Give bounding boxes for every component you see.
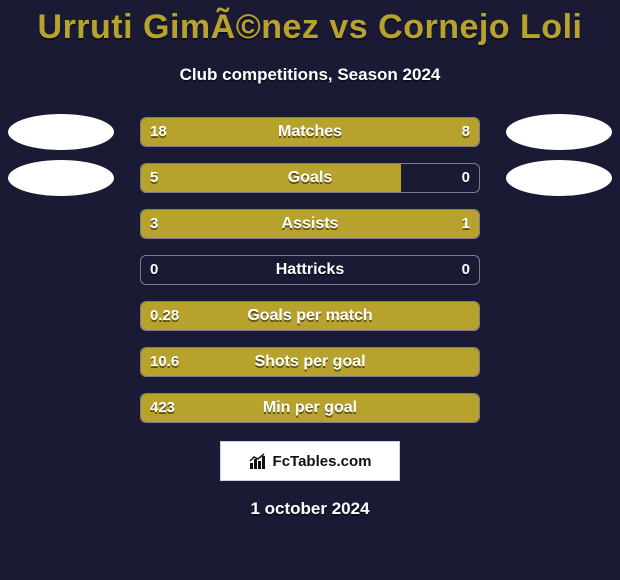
chart-icon <box>249 452 269 470</box>
stat-label: Goals <box>140 163 480 193</box>
stat-label: Matches <box>140 117 480 147</box>
comparison-chart: 188Matches 50Goals 31Assists 00Hattricks 0.2… <box>0 117 620 423</box>
stat-label: Min per goal <box>140 393 480 423</box>
stat-row: 50Goals <box>0 163 620 193</box>
source-badge-label: FcTables.com <box>273 453 372 470</box>
stat-label: Assists <box>140 209 480 239</box>
stat-row: 423Min per goal <box>0 393 620 423</box>
player-avatar-left <box>8 114 114 150</box>
stat-label: Goals per match <box>140 301 480 331</box>
page-title: Urruti GimÃ©nez vs Cornejo Loli <box>0 0 620 47</box>
stat-row: 31Assists <box>0 209 620 239</box>
stat-row: 0.28Goals per match <box>0 301 620 331</box>
source-badge: FcTables.com <box>220 441 400 481</box>
stat-label: Hattricks <box>140 255 480 285</box>
player-avatar-right <box>506 114 612 150</box>
stat-label: Shots per goal <box>140 347 480 377</box>
subtitle: Club competitions, Season 2024 <box>0 65 620 85</box>
stat-row: 00Hattricks <box>0 255 620 285</box>
player-avatar-right <box>506 160 612 196</box>
player-avatar-left <box>8 160 114 196</box>
date-label: 1 october 2024 <box>0 499 620 519</box>
stat-row: 10.6Shots per goal <box>0 347 620 377</box>
stat-row: 188Matches <box>0 117 620 147</box>
